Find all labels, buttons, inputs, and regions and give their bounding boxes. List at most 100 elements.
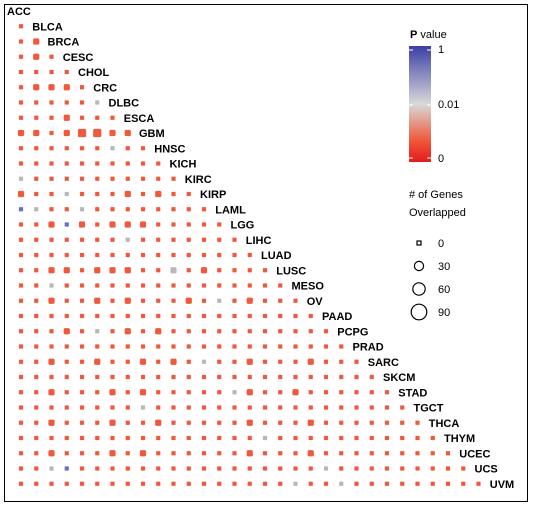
heatmap-cell	[95, 252, 100, 258]
heatmap-cell	[49, 54, 54, 59]
heatmap-cell	[79, 100, 85, 105]
heatmap-cell	[18, 176, 24, 181]
heatmap-cell	[200, 267, 208, 274]
heatmap-cell	[156, 268, 161, 273]
heatmap-cell	[246, 297, 253, 304]
heatmap-cell	[278, 313, 283, 319]
heatmap-cell	[171, 405, 176, 410]
heatmap-cell	[339, 451, 344, 456]
heatmap-cell	[64, 405, 69, 410]
heatmap-cell	[48, 419, 55, 426]
heatmap-cell	[400, 451, 405, 456]
heatmap-cell	[125, 237, 130, 242]
heatmap-cell	[109, 450, 116, 457]
heatmap-cell	[293, 405, 298, 410]
heatmap-cell	[18, 283, 24, 288]
heatmap-cell	[63, 129, 70, 137]
heatmap-cell	[77, 128, 87, 138]
heatmap-cell	[110, 374, 115, 380]
heatmap-cell	[49, 466, 54, 471]
heatmap-cell	[171, 451, 176, 456]
heatmap-cell	[124, 221, 131, 228]
heatmap-cell	[262, 359, 268, 364]
heatmap-cell	[110, 191, 115, 197]
heatmap-cell	[64, 283, 69, 288]
heatmap-cell	[171, 481, 176, 486]
heatmap-cell	[140, 481, 146, 486]
heatmap-cell	[110, 115, 115, 120]
heatmap-cell	[109, 129, 116, 137]
heatmap-cell	[17, 190, 25, 198]
heatmap-cell	[171, 191, 176, 197]
heatmap-cell	[95, 207, 100, 212]
heatmap-cell	[64, 237, 69, 242]
cancer-label-lihc: LIHC	[246, 235, 272, 247]
heatmap-cell	[17, 129, 25, 137]
cancer-label-lgg: LGG	[231, 220, 255, 232]
heatmap-cell	[109, 267, 116, 274]
heatmap-cell	[124, 328, 131, 335]
heatmap-cell	[323, 420, 329, 425]
heatmap-cell	[140, 435, 146, 441]
heatmap-cell	[323, 390, 329, 395]
heatmap-cell	[34, 191, 39, 197]
heatmap-cell	[33, 129, 40, 137]
heatmap-cell	[232, 390, 237, 395]
cancer-label-meso: MESO	[292, 281, 325, 293]
heatmap-cell	[79, 420, 85, 425]
heatmap-cell	[125, 313, 130, 319]
heatmap-cell	[18, 252, 24, 258]
heatmap-cell	[186, 405, 191, 410]
heatmap-cell	[64, 359, 69, 364]
heatmap-cell	[18, 161, 24, 166]
heatmap-cell	[445, 481, 451, 486]
heatmap-cell	[34, 359, 39, 364]
heatmap-cell	[95, 390, 100, 395]
heatmap-cell	[308, 481, 313, 486]
heatmap-cell	[64, 191, 69, 197]
heatmap-cell	[278, 329, 283, 334]
heatmap-cell	[278, 359, 283, 364]
heatmap-cell	[63, 328, 70, 335]
heatmap-cell	[125, 374, 130, 380]
heatmap-cell	[293, 298, 298, 303]
heatmap-cell	[110, 146, 115, 151]
gene-overlap-legend: # of Genes Overlapped 0 30 60 90	[409, 189, 466, 321]
heatmap-cell	[354, 359, 359, 364]
heatmap-cell	[94, 297, 101, 304]
cancer-label-thym: THYM	[444, 433, 475, 445]
heatmap-cell	[171, 252, 176, 258]
heatmap-cell	[217, 329, 222, 334]
heatmap-cell	[95, 176, 100, 181]
heatmap-cell	[49, 191, 54, 197]
heatmap-cell	[384, 451, 390, 456]
heatmap-cell	[95, 283, 100, 288]
heatmap-cell	[307, 358, 314, 365]
heatmap-cell	[262, 344, 268, 349]
cancer-label-crc: CRC	[93, 82, 117, 94]
heatmap-cell	[49, 176, 54, 181]
heatmap-cell	[186, 451, 191, 456]
heatmap-cell	[18, 24, 24, 29]
heatmap-cell	[293, 466, 298, 471]
heatmap-cell	[384, 420, 390, 425]
heatmap-cell	[18, 435, 24, 441]
heatmap-cell	[125, 451, 130, 456]
heatmap-cell	[95, 435, 100, 441]
heatmap-cell	[185, 297, 192, 304]
heatmap-cell	[201, 222, 207, 227]
heatmap-cell	[384, 466, 390, 471]
cancer-label-esca: ESCA	[124, 113, 155, 125]
heatmap-cell	[125, 420, 130, 425]
heatmap-cell	[140, 374, 146, 380]
heatmap-cell	[186, 207, 191, 212]
heatmap-cell	[95, 405, 100, 410]
heatmap-cell	[262, 390, 268, 395]
heatmap-cell	[49, 237, 54, 242]
heatmap-cell	[308, 329, 313, 334]
heatmap-cell	[48, 267, 55, 274]
heatmap-cell	[247, 344, 252, 349]
heatmap-cell	[139, 450, 147, 457]
cancer-label-cesc: CESC	[63, 52, 94, 64]
